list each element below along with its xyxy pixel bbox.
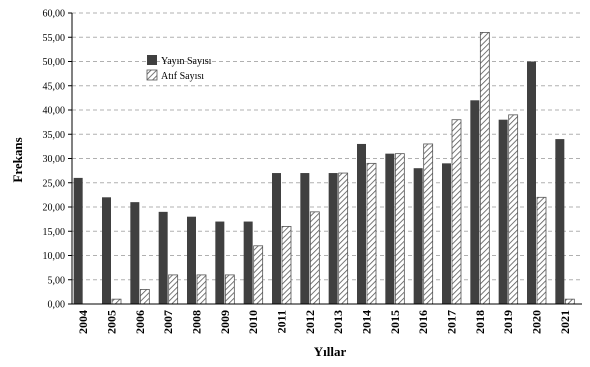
y-tick-label: 55,00 — [43, 33, 66, 44]
y-tick-label: 50,00 — [43, 57, 66, 68]
y-tick-label: 30,00 — [43, 154, 66, 165]
bar-yayin-sayisi — [158, 211, 168, 304]
bar-yayin-sayisi — [555, 139, 565, 304]
legend-swatch-atif — [146, 69, 158, 81]
bar-yayin-sayisi — [243, 221, 253, 304]
x-tick-label: 2009 — [218, 310, 232, 334]
bars — [73, 32, 575, 305]
bar-yayin-sayisi — [130, 202, 140, 304]
y-tick-label: 40,00 — [43, 106, 66, 117]
bar-yayin-sayisi — [215, 221, 225, 304]
bar-atif-sayisi — [564, 298, 575, 305]
x-tick-label: 2011 — [275, 310, 289, 333]
legend-label-yayin: Yayın Sayısı — [161, 56, 212, 67]
x-tick-label: 2007 — [161, 310, 175, 334]
y-axis-title: Frekans — [10, 137, 25, 182]
bar-atif-sayisi — [423, 143, 434, 305]
bar-atif-sayisi — [224, 274, 235, 305]
bar-atif-sayisi — [394, 153, 405, 305]
y-tick-label: 10,00 — [43, 251, 66, 262]
y-axis-ticks: 0,00 5,00 10,00 15,00 20,00 25,00 30,00 35,00 40… — [43, 9, 72, 311]
bar-yayin-sayisi — [73, 177, 83, 304]
bar-yayin-sayisi — [470, 100, 480, 304]
x-tick-label: 2019 — [501, 310, 515, 334]
x-axis-ticks: 2004 2005 2006 2007 2008 2009 2010 2011 2012 2013… — [76, 310, 572, 334]
y-tick-label: 15,00 — [43, 227, 66, 238]
bar-atif-sayisi — [139, 289, 150, 305]
bar-atif-sayisi — [168, 274, 179, 305]
bar-yayin-sayisi — [102, 197, 111, 304]
y-tick-label: 20,00 — [43, 203, 66, 214]
bar-atif-sayisi — [281, 225, 292, 305]
y-tick-label: 5,00 — [48, 275, 66, 286]
bar-atif-sayisi — [111, 298, 122, 305]
x-tick-label: 2021 — [558, 310, 572, 334]
x-tick-label: 2006 — [133, 310, 147, 334]
bar-yayin-sayisi — [187, 216, 196, 304]
y-tick-label: 45,00 — [43, 81, 66, 92]
bar-atif-sayisi — [309, 211, 320, 305]
bar-yayin-sayisi — [385, 153, 395, 304]
x-tick-label: 2004 — [76, 310, 90, 334]
x-tick-label: 2020 — [530, 310, 544, 334]
y-tick-label: 35,00 — [43, 130, 66, 141]
bar-atif-sayisi — [196, 274, 207, 305]
x-tick-label: 2013 — [331, 310, 345, 334]
y-tick-label: 0,00 — [48, 300, 66, 311]
x-tick-label: 2014 — [360, 310, 374, 334]
x-tick-label: 2018 — [473, 310, 487, 334]
bar-atif-sayisi — [253, 245, 264, 305]
legend: Yayın Sayısı Atıf Sayısı — [146, 55, 212, 82]
bar-yayin-sayisi — [328, 173, 338, 304]
legend-swatch-yayin — [147, 55, 157, 65]
y-tick-label: 60,00 — [43, 9, 66, 20]
bar-yayin-sayisi — [498, 119, 508, 304]
bar-atif-sayisi — [451, 119, 462, 305]
x-tick-label: 2015 — [388, 310, 402, 334]
bar-atif-sayisi — [338, 172, 349, 305]
bar-atif-sayisi — [366, 162, 377, 305]
x-tick-label: 2016 — [416, 310, 430, 334]
bar-atif-sayisi — [508, 114, 519, 305]
x-axis-title: Yıllar — [314, 344, 347, 359]
x-tick-label: 2017 — [445, 310, 459, 334]
bar-yayin-sayisi — [527, 61, 536, 304]
y-tick-label: 25,00 — [43, 178, 66, 189]
bar-yayin-sayisi — [413, 168, 423, 304]
bar-yayin-sayisi — [442, 163, 451, 304]
bar-yayin-sayisi — [300, 173, 310, 304]
bar-yayin-sayisi — [272, 173, 281, 304]
x-tick-label: 2010 — [246, 310, 260, 334]
legend-label-atif: Atıf Sayısı — [161, 71, 204, 82]
x-tick-label: 2008 — [190, 310, 204, 334]
bar-atif-sayisi — [479, 32, 490, 305]
x-tick-label: 2005 — [105, 310, 119, 334]
bar-atif-sayisi — [536, 196, 547, 305]
x-tick-label: 2012 — [303, 310, 317, 334]
bar-yayin-sayisi — [357, 143, 366, 304]
